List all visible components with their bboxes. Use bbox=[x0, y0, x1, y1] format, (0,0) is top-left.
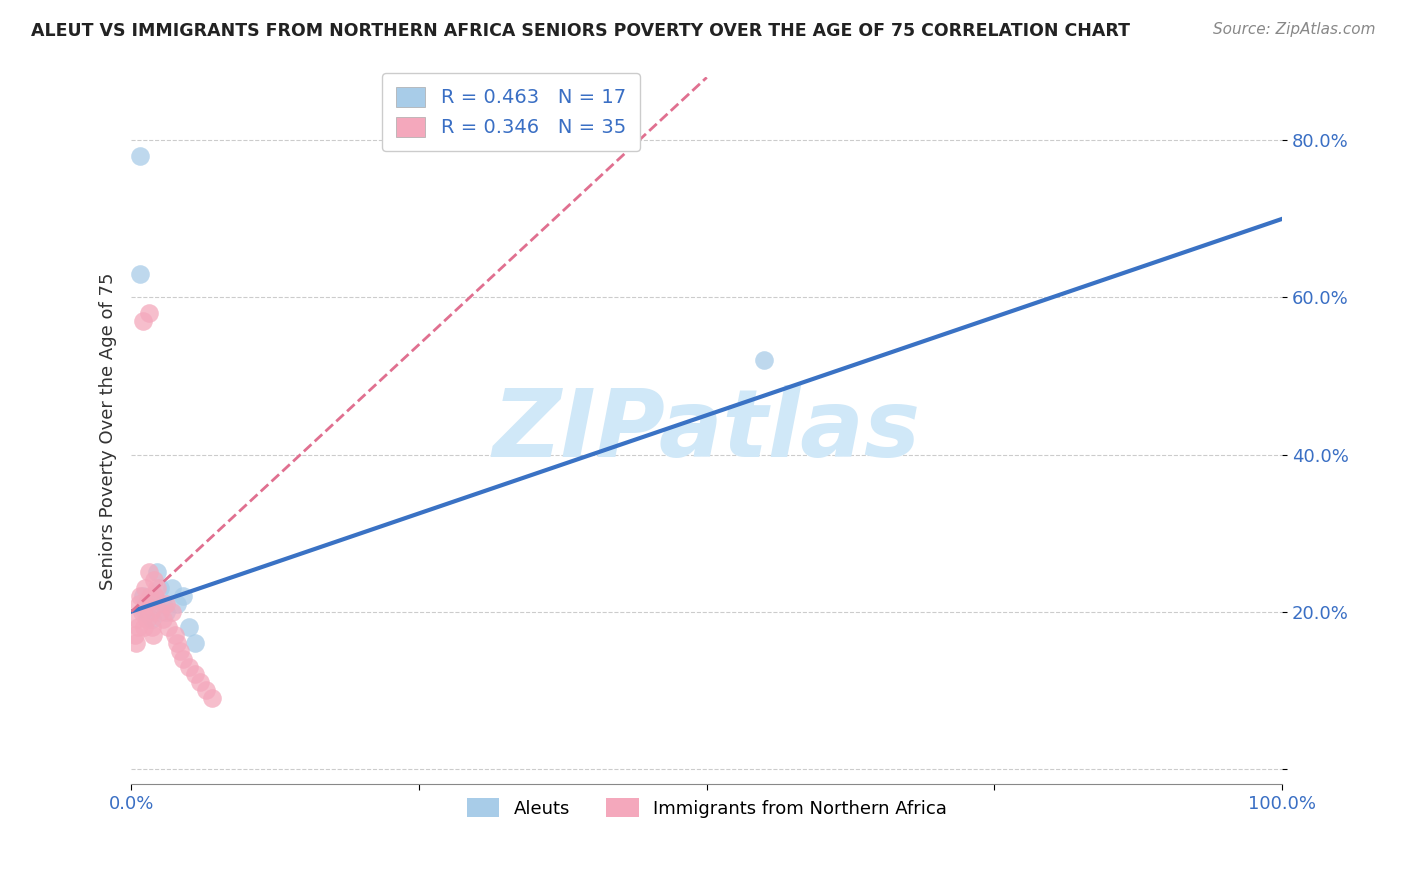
Point bbox=[145, 566, 167, 580]
Point bbox=[188, 675, 211, 690]
Point bbox=[149, 581, 172, 595]
Point bbox=[129, 267, 152, 281]
Point bbox=[142, 628, 165, 642]
Point bbox=[157, 620, 180, 634]
Point bbox=[172, 589, 194, 603]
Point bbox=[129, 149, 152, 163]
Point bbox=[132, 314, 155, 328]
Point bbox=[155, 605, 177, 619]
Point bbox=[143, 589, 166, 603]
Point bbox=[134, 605, 156, 619]
Point bbox=[143, 573, 166, 587]
Point bbox=[177, 659, 200, 673]
Point bbox=[141, 612, 163, 626]
Point bbox=[177, 620, 200, 634]
Point bbox=[138, 306, 160, 320]
Point bbox=[141, 620, 163, 634]
Point bbox=[149, 605, 172, 619]
Point bbox=[152, 612, 174, 626]
Point bbox=[127, 620, 149, 634]
Point bbox=[132, 589, 155, 603]
Point bbox=[129, 589, 152, 603]
Point bbox=[183, 667, 205, 681]
Point bbox=[160, 605, 183, 619]
Point bbox=[125, 612, 148, 626]
Text: Source: ZipAtlas.com: Source: ZipAtlas.com bbox=[1212, 22, 1375, 37]
Legend: Aleuts, Immigrants from Northern Africa: Aleuts, Immigrants from Northern Africa bbox=[460, 791, 955, 825]
Point bbox=[169, 644, 191, 658]
Point bbox=[160, 581, 183, 595]
Point bbox=[183, 636, 205, 650]
Point bbox=[138, 589, 160, 603]
Y-axis label: Seniors Poverty Over the Age of 75: Seniors Poverty Over the Age of 75 bbox=[100, 272, 117, 590]
Point bbox=[134, 581, 156, 595]
Point bbox=[155, 597, 177, 611]
Point bbox=[125, 636, 148, 650]
Point bbox=[124, 628, 146, 642]
Point bbox=[135, 597, 157, 611]
Point bbox=[139, 605, 162, 619]
Point bbox=[131, 605, 153, 619]
Point bbox=[138, 597, 160, 611]
Point bbox=[172, 652, 194, 666]
Point bbox=[145, 581, 167, 595]
Text: ALEUT VS IMMIGRANTS FROM NORTHERN AFRICA SENIORS POVERTY OVER THE AGE OF 75 CORR: ALEUT VS IMMIGRANTS FROM NORTHERN AFRICA… bbox=[31, 22, 1130, 40]
Point bbox=[166, 597, 188, 611]
Point bbox=[754, 353, 776, 368]
Point bbox=[136, 612, 159, 626]
Point bbox=[201, 691, 224, 706]
Point bbox=[128, 597, 150, 611]
Point bbox=[145, 589, 167, 603]
Point bbox=[132, 620, 155, 634]
Point bbox=[166, 636, 188, 650]
Point bbox=[163, 628, 186, 642]
Point bbox=[195, 683, 218, 698]
Text: ZIPatlas: ZIPatlas bbox=[492, 385, 921, 477]
Point bbox=[138, 566, 160, 580]
Point bbox=[152, 597, 174, 611]
